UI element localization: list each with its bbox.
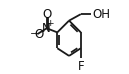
Text: −: − bbox=[29, 29, 38, 39]
Text: O: O bbox=[34, 28, 44, 41]
Text: +: + bbox=[46, 19, 54, 28]
Text: N: N bbox=[42, 22, 51, 35]
Text: O: O bbox=[42, 8, 51, 21]
Text: F: F bbox=[78, 60, 84, 73]
Text: OH: OH bbox=[92, 8, 111, 21]
